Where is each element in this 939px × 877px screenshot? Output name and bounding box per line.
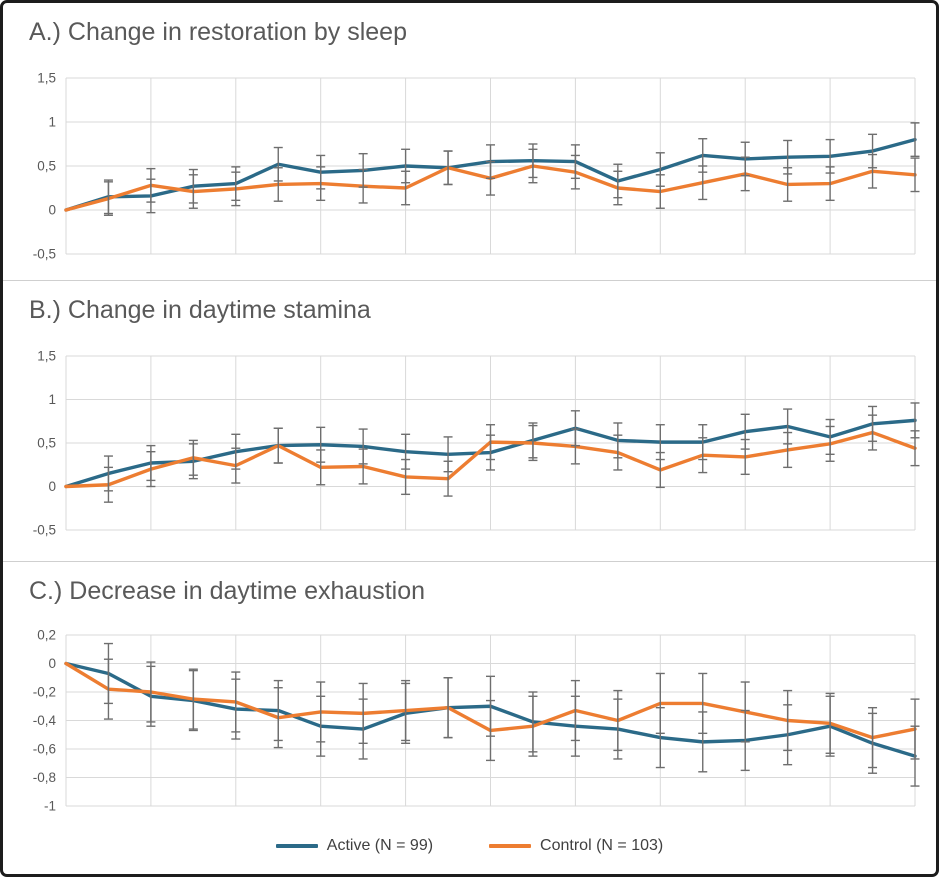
chart-c-canvas: 0,2 0 -0,2 -0,4 -0,6 -0,8 -1 bbox=[33, 627, 920, 813]
svg-text:-0,2: -0,2 bbox=[33, 684, 56, 699]
svg-text:1: 1 bbox=[48, 392, 56, 407]
svg-text:-0,8: -0,8 bbox=[33, 770, 56, 785]
panel-daytime-exhaustion: C.) Decrease in daytime exhaustion 0,2 0 -… bbox=[3, 562, 936, 822]
panel-daytime-stamina: B.) Change in daytime stamina 1,5 1 0,5 0 -0… bbox=[3, 281, 936, 562]
active-series-line-icon bbox=[275, 844, 318, 848]
svg-text:0,2: 0,2 bbox=[37, 627, 56, 642]
svg-text:0: 0 bbox=[48, 479, 56, 494]
chart-a-title: A.) Change in restoration by sleep bbox=[29, 18, 407, 46]
chart-b-title: B.) Change in daytime stamina bbox=[29, 296, 371, 324]
svg-text:1,5: 1,5 bbox=[37, 70, 56, 85]
svg-text:0,5: 0,5 bbox=[37, 158, 56, 173]
legend-label-control: Control (N = 103) bbox=[540, 837, 664, 854]
svg-text:1,5: 1,5 bbox=[37, 348, 56, 363]
svg-text:-0,5: -0,5 bbox=[33, 522, 56, 537]
svg-text:-0,5: -0,5 bbox=[33, 246, 56, 261]
chart-b-canvas: 1,5 1 0,5 0 -0,5 bbox=[33, 348, 920, 537]
svg-text:0: 0 bbox=[48, 202, 56, 217]
legend-label-active: Active (N = 99) bbox=[326, 837, 434, 854]
legend: Active (N = 99) Control (N = 103) bbox=[3, 837, 936, 855]
svg-text:-0,4: -0,4 bbox=[33, 713, 57, 728]
svg-text:-0,6: -0,6 bbox=[33, 741, 56, 756]
panel-restoration-by-sleep: A.) Change in restoration by sleep 1,5 1 0… bbox=[3, 3, 936, 281]
chart-a-canvas: 1,5 1 0,5 0 -0,5 bbox=[33, 70, 920, 261]
legend-item-control: Control (N = 103) bbox=[489, 837, 663, 855]
svg-text:0: 0 bbox=[48, 656, 56, 671]
svg-text:0,5: 0,5 bbox=[37, 435, 56, 450]
control-series-line-icon bbox=[489, 844, 532, 848]
legend-item-active: Active (N = 99) bbox=[275, 837, 434, 855]
svg-text:-1: -1 bbox=[44, 798, 56, 813]
svg-text:1: 1 bbox=[48, 114, 56, 129]
chart-c-title: C.) Decrease in daytime exhaustion bbox=[29, 577, 426, 605]
